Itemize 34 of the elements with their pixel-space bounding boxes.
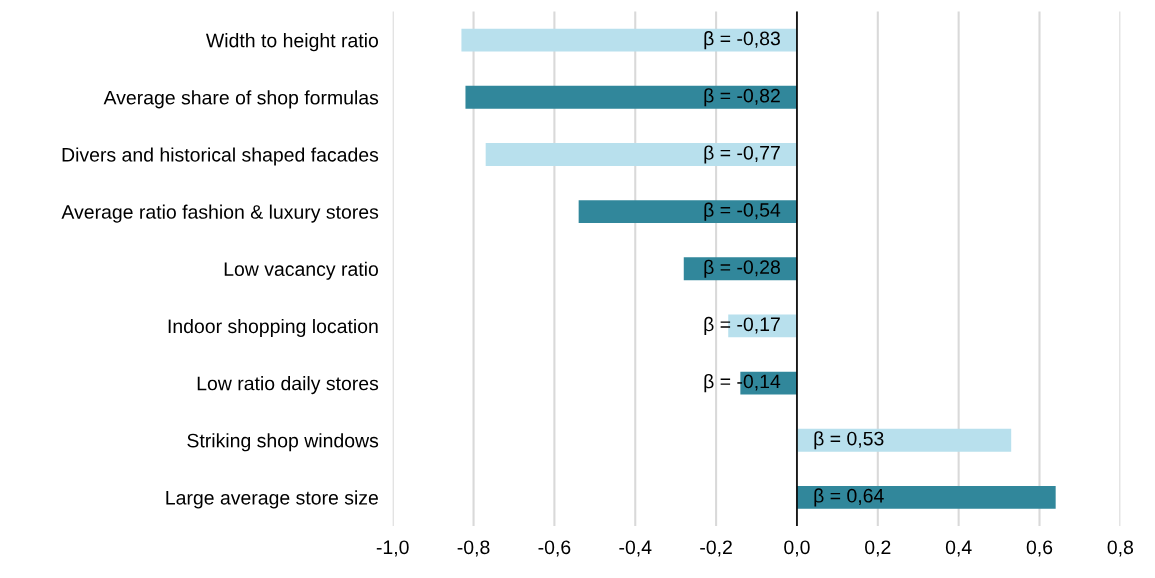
data-label: β = 0,64: [814, 488, 884, 507]
x-tick-label: -0,2: [700, 540, 732, 557]
x-tick-label: 0,2: [865, 540, 891, 557]
x-tick-label: 0,0: [784, 540, 810, 557]
y-tick-label: Low vacancy ratio: [224, 261, 378, 280]
y-tick-label: Low ratio daily stores: [197, 376, 379, 395]
x-tick-label: 0,8: [1107, 540, 1134, 557]
bar: [728, 314, 797, 338]
y-tick-label: Large average store size: [166, 490, 378, 509]
data-label: β = -0,54: [704, 202, 781, 221]
x-tick-label: -1,0: [376, 540, 409, 557]
bar: [796, 428, 1012, 452]
y-tick-label: Width to height ratio: [205, 33, 379, 52]
data-label: β = 0,53: [814, 431, 884, 450]
x-tick-label: -0,8: [457, 540, 490, 557]
data-label: β = -0,28: [704, 259, 780, 278]
y-tick-label: Average ratio fashion & luxury stores: [61, 204, 379, 223]
x-tick-label: 0,6: [1026, 540, 1053, 557]
bar: [796, 485, 1056, 509]
data-label: β = -0,82: [704, 88, 780, 107]
data-label: β = -0,77: [704, 145, 780, 164]
x-tick-label: -0,6: [538, 540, 571, 557]
data-label: β = -0,17: [704, 316, 780, 335]
bar: [485, 143, 797, 166]
bar: [578, 200, 797, 224]
data-label: β = -0,83: [704, 31, 780, 50]
y-tick-label: Divers and historical shaped facades: [62, 147, 379, 166]
x-tick-label: -0,4: [619, 540, 652, 557]
bar: [465, 85, 797, 109]
x-tick-label: 0,4: [945, 540, 972, 557]
y-tick-label: Average share of shop formulas: [103, 90, 379, 109]
y-tick-label: Indoor shopping location: [168, 318, 378, 338]
bar: [461, 28, 797, 52]
y-tick-label: Striking shop windows: [187, 433, 379, 452]
